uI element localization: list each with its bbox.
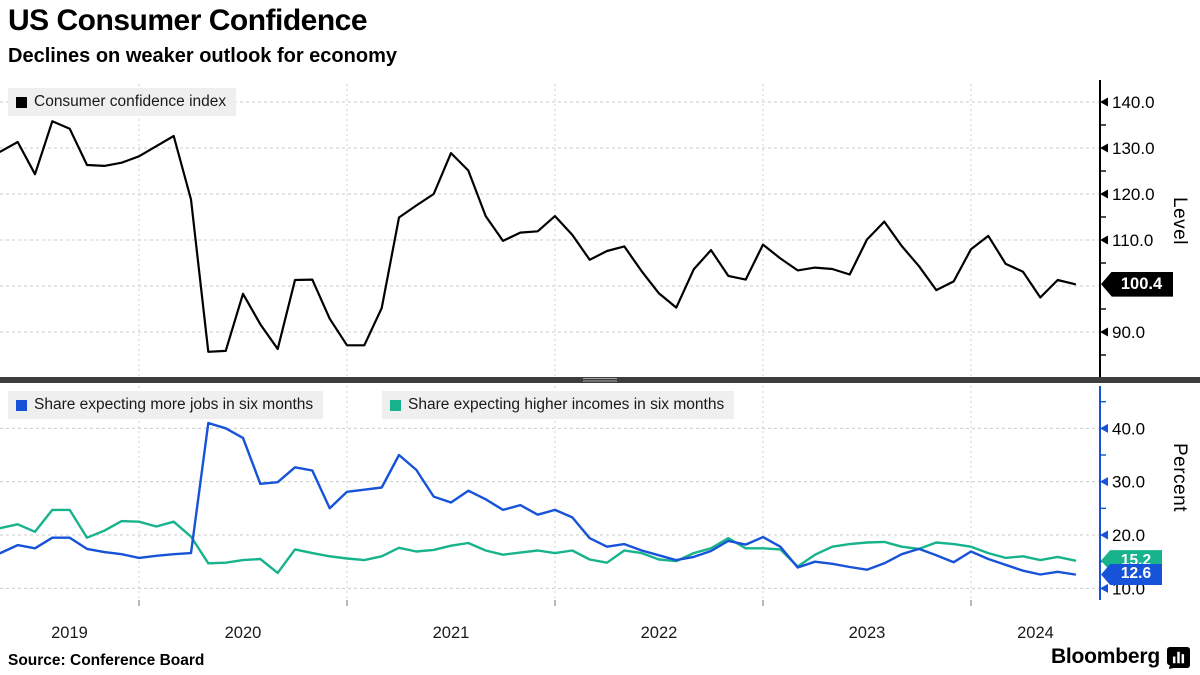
legend-swatch-teal-icon bbox=[390, 399, 401, 411]
legend-incomes: Share expecting higher incomes in six mo… bbox=[382, 391, 735, 419]
source-note: Source: Conference Board bbox=[8, 652, 205, 669]
legend-label: Share expecting higher incomes in six mo… bbox=[408, 396, 725, 413]
last-value-badge-jobs: 12.6 bbox=[1101, 563, 1162, 585]
svg-text:2019: 2019 bbox=[51, 624, 88, 642]
legend-consumer-confidence: Consumer confidence index bbox=[8, 88, 237, 116]
legend-label: Consumer confidence index bbox=[34, 93, 227, 110]
bottom-axis-title: Percent bbox=[1169, 443, 1190, 512]
gridlines bbox=[0, 84, 1100, 606]
svg-text:120.0: 120.0 bbox=[1112, 185, 1155, 204]
svg-text:2020: 2020 bbox=[225, 624, 262, 642]
page-title: US Consumer Confidence bbox=[8, 4, 368, 37]
svg-text:30.0: 30.0 bbox=[1112, 473, 1145, 492]
bloomberg-logo: Bloomberg bbox=[1051, 645, 1190, 669]
legend-swatch-black-icon bbox=[16, 96, 27, 108]
svg-text:2021: 2021 bbox=[433, 624, 470, 642]
panel-divider bbox=[0, 377, 1200, 383]
page-subtitle: Declines on weaker outlook for economy bbox=[8, 45, 397, 67]
legend-swatch-blue-icon bbox=[16, 399, 27, 411]
divider-grip-handle[interactable] bbox=[583, 378, 617, 382]
legend-label: Share expecting more jobs in six months bbox=[34, 396, 314, 413]
svg-text:90.0: 90.0 bbox=[1112, 323, 1145, 342]
svg-text:130.0: 130.0 bbox=[1112, 139, 1155, 158]
svg-text:2024: 2024 bbox=[1017, 624, 1054, 642]
x-axis-year-labels: 2019 2020 2021 2022 2023 2024 bbox=[51, 624, 1054, 642]
svg-text:40.0: 40.0 bbox=[1112, 419, 1145, 438]
legend-jobs: Share expecting more jobs in six months bbox=[8, 391, 324, 419]
svg-text:2023: 2023 bbox=[849, 624, 886, 642]
data-series bbox=[0, 120, 1077, 576]
svg-text:140.0: 140.0 bbox=[1112, 93, 1155, 112]
svg-text:110.0: 110.0 bbox=[1112, 231, 1153, 250]
svg-text:20.0: 20.0 bbox=[1112, 526, 1145, 545]
bloomberg-wordmark: Bloomberg bbox=[1050, 645, 1160, 668]
top-axis-title: Level bbox=[1169, 197, 1190, 245]
last-value-badge-index: 100.4 bbox=[1101, 271, 1173, 297]
svg-text:2022: 2022 bbox=[641, 624, 678, 642]
bloomberg-terminal-icon bbox=[1167, 646, 1190, 669]
